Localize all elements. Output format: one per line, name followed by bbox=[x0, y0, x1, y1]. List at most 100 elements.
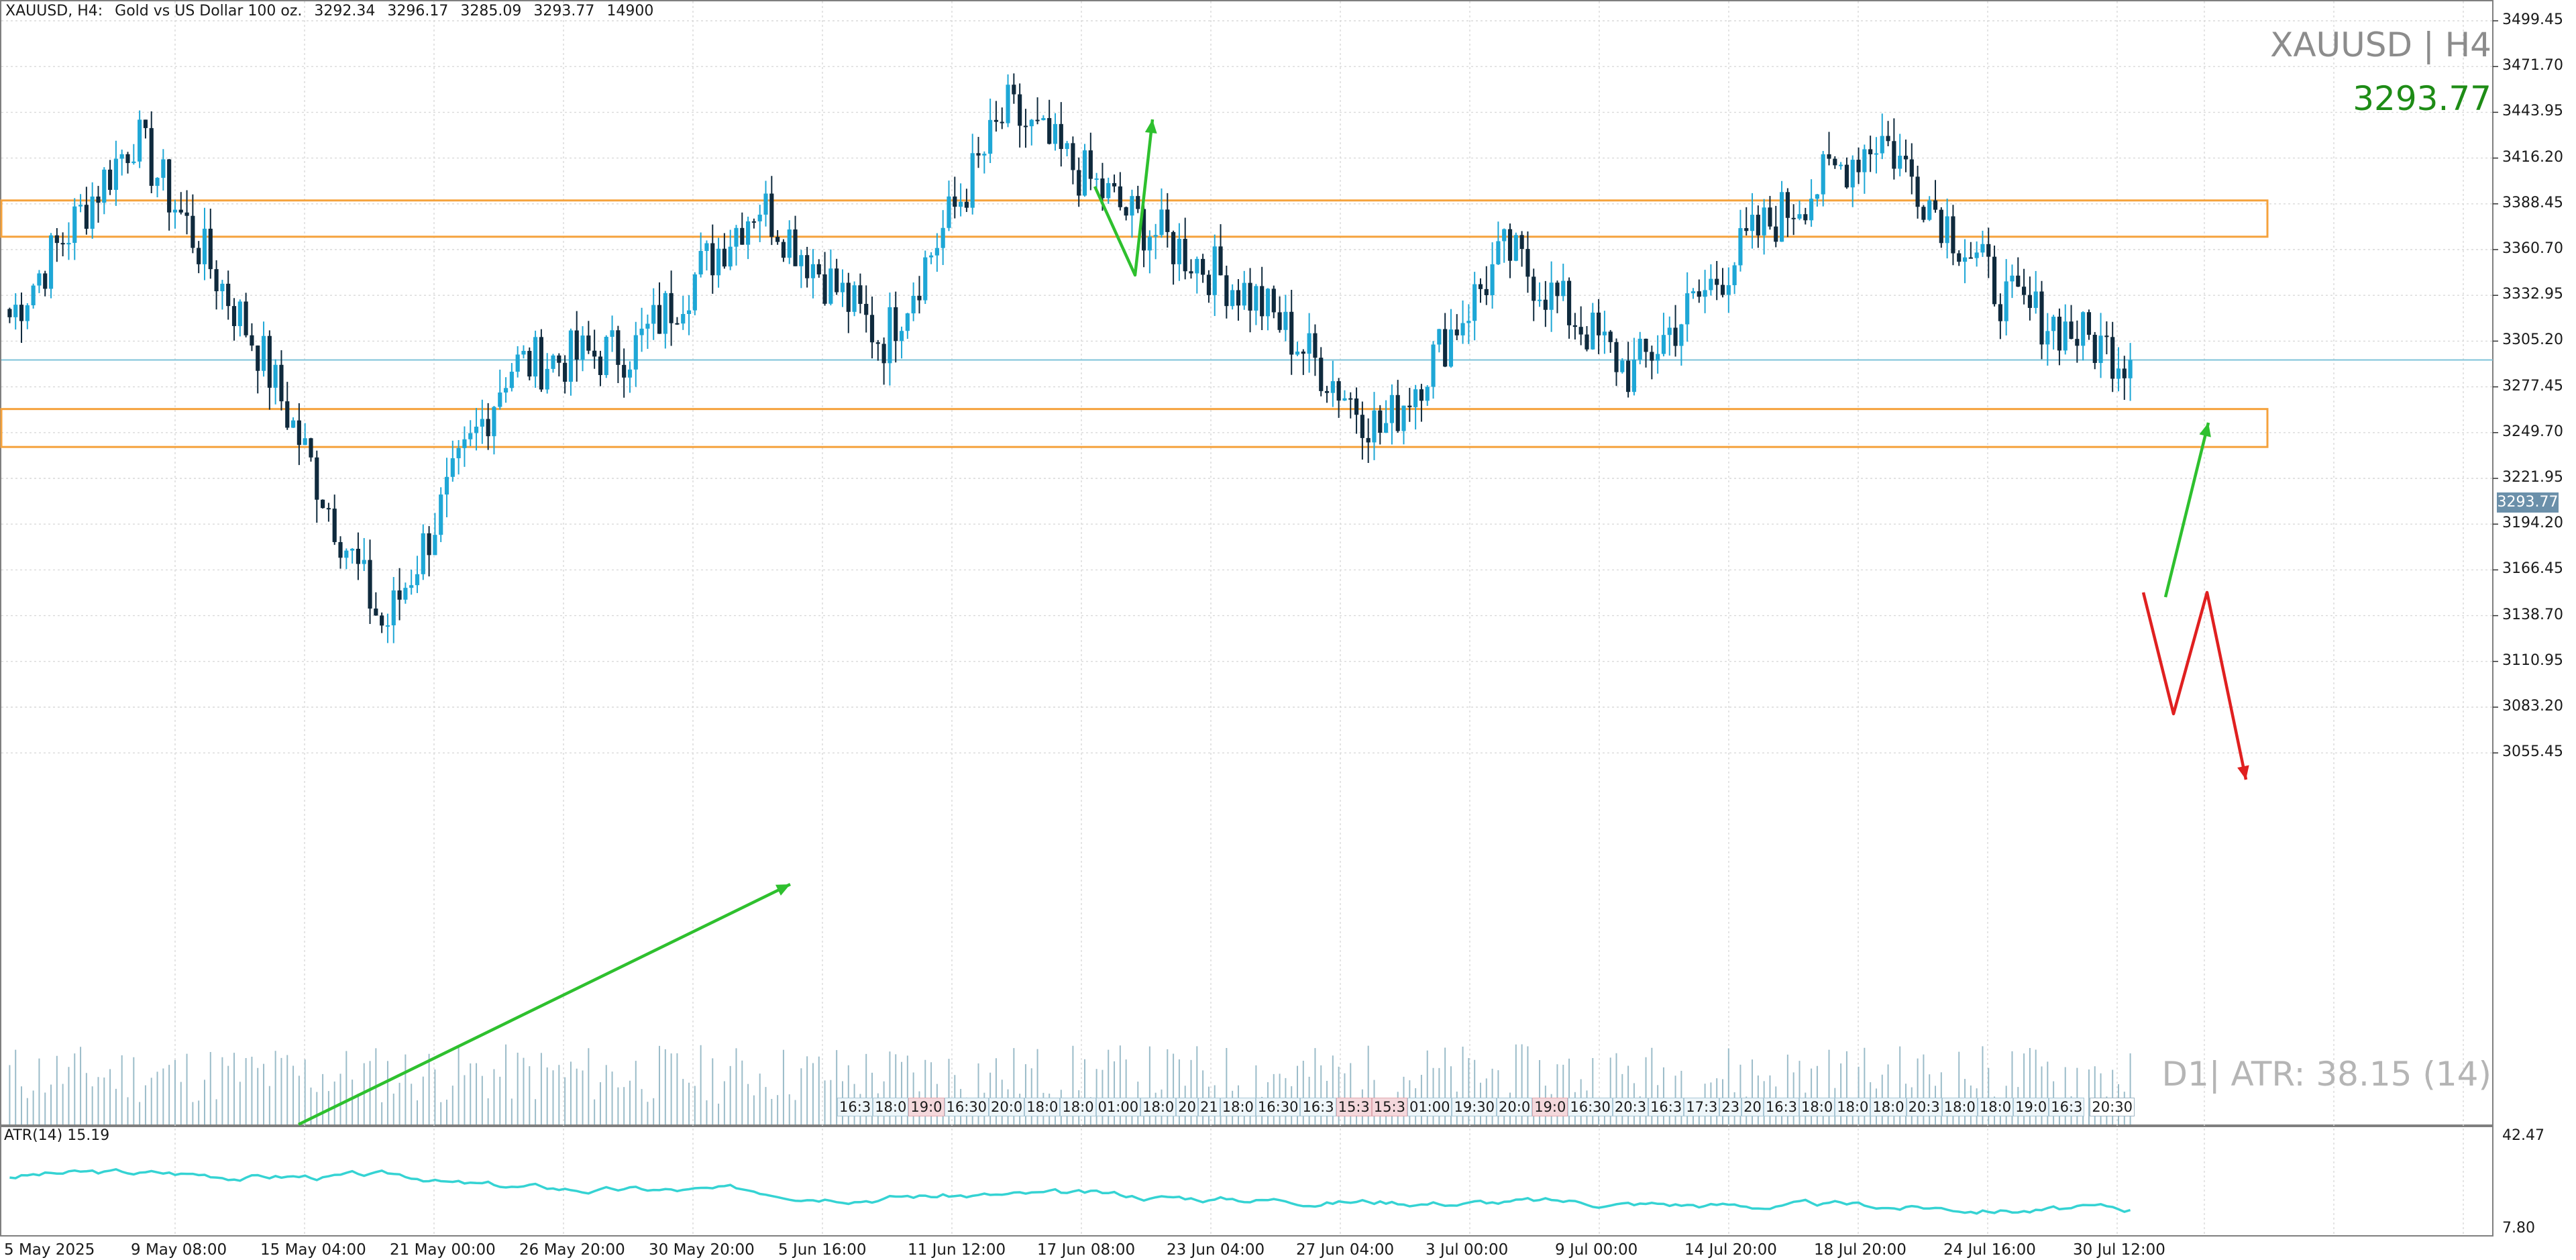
candle-body bbox=[757, 214, 762, 221]
candle-body bbox=[1750, 215, 1755, 231]
candle-body bbox=[2116, 368, 2121, 379]
time-strip-item: 18:0 bbox=[1024, 1098, 1061, 1116]
candle-body bbox=[1443, 329, 1448, 367]
candle-body bbox=[1372, 410, 1377, 443]
candle-body bbox=[244, 301, 248, 335]
candle-body bbox=[515, 354, 520, 372]
candle-body bbox=[2057, 317, 2062, 351]
candle-body bbox=[290, 420, 296, 428]
candle-body bbox=[976, 153, 981, 156]
candle-body bbox=[586, 335, 591, 351]
candle-body bbox=[669, 293, 674, 323]
price-tick-label: 3055.45 bbox=[2502, 743, 2563, 761]
candle-body bbox=[1324, 390, 1330, 393]
candle-body bbox=[2051, 317, 2056, 331]
candle-body bbox=[1006, 85, 1010, 123]
time-strip-item: 20 bbox=[1176, 1098, 1198, 1116]
candle-body bbox=[509, 372, 514, 388]
time-tick-label: 3 Jul 00:00 bbox=[1426, 1241, 1509, 1259]
candle-body bbox=[468, 433, 473, 439]
candle-body bbox=[1614, 342, 1619, 372]
last-price-overlay: 3293.77 bbox=[2353, 79, 2491, 118]
header-open: 3292.34 bbox=[314, 3, 376, 19]
candle-body bbox=[675, 323, 680, 325]
candle-body bbox=[1177, 238, 1181, 264]
candle-body bbox=[869, 315, 875, 343]
candle-body bbox=[25, 305, 30, 321]
price-tick-label: 3416.20 bbox=[2502, 148, 2563, 166]
candle-body bbox=[125, 154, 130, 164]
time-strip: 16:3 18:0 19:0 16:30 20:0 18:0 18:0 01:00 18:0 20… bbox=[837, 1098, 2135, 1116]
candle-body bbox=[19, 305, 24, 321]
candle-body bbox=[1260, 286, 1265, 317]
candle-body bbox=[1295, 352, 1300, 355]
candle-body bbox=[1744, 228, 1749, 231]
candle-body bbox=[96, 196, 101, 203]
time-strip-item: 20:30 bbox=[2090, 1098, 2135, 1116]
candle-body bbox=[1460, 323, 1465, 335]
candle-body bbox=[362, 560, 366, 564]
time-tick-label: 15 May 04:00 bbox=[260, 1241, 366, 1259]
candle-body bbox=[858, 285, 863, 304]
candle-body bbox=[208, 228, 213, 270]
candle-body bbox=[2128, 360, 2133, 378]
candle-body bbox=[616, 330, 621, 365]
candle-body bbox=[1980, 244, 1985, 253]
candle-body bbox=[1348, 398, 1353, 400]
price-tick-label: 3249.70 bbox=[2502, 423, 2563, 440]
candle-body bbox=[143, 119, 148, 128]
candle-body bbox=[551, 355, 555, 369]
candle-body bbox=[1638, 338, 1642, 360]
time-strip-item: 20:0 bbox=[1497, 1098, 1533, 1116]
candle-body bbox=[191, 215, 195, 248]
candle-body bbox=[1431, 344, 1436, 387]
candle-body bbox=[1413, 389, 1418, 407]
candle-body bbox=[474, 426, 479, 433]
candle-body bbox=[627, 369, 633, 378]
candle-body bbox=[380, 615, 384, 626]
candle-body bbox=[1018, 94, 1022, 126]
candle-body bbox=[1029, 119, 1034, 127]
time-tick-label: 9 Jul 00:00 bbox=[1555, 1241, 1638, 1259]
price-tick-label: 3471.70 bbox=[2502, 57, 2563, 74]
candle-body bbox=[78, 205, 83, 207]
green-arrow-up bbox=[2163, 422, 2210, 598]
candle-body bbox=[769, 193, 774, 238]
candle-body bbox=[1230, 290, 1235, 307]
time-strip-item: 16:3 bbox=[1763, 1098, 1800, 1116]
candle-body bbox=[1254, 286, 1258, 311]
time-strip-item: 19:30 bbox=[1452, 1098, 1497, 1116]
candle-body bbox=[439, 494, 443, 535]
candle-body bbox=[610, 330, 614, 337]
candle-body bbox=[2086, 312, 2092, 335]
candle-body bbox=[338, 541, 343, 558]
price-tick-label: 3388.45 bbox=[2502, 194, 2563, 211]
main-panel-border bbox=[0, 0, 2493, 1126]
candle-body bbox=[1532, 276, 1536, 301]
price-tick-label: 3443.95 bbox=[2502, 103, 2563, 120]
candle-body bbox=[2069, 321, 2074, 339]
candle-body bbox=[102, 169, 107, 203]
candle-body bbox=[1448, 329, 1454, 367]
candle-body bbox=[1974, 252, 1979, 258]
candle-body bbox=[982, 154, 987, 156]
candle-body bbox=[1147, 236, 1152, 251]
candle-body bbox=[692, 274, 697, 311]
candle-body bbox=[2104, 335, 2109, 337]
time-strip-item: 01:00 bbox=[1407, 1098, 1452, 1116]
candle-body bbox=[1389, 395, 1394, 423]
time-strip-item: 16:3 bbox=[2049, 1098, 2085, 1116]
candle-body bbox=[1319, 358, 1324, 391]
candle-body bbox=[1909, 159, 1914, 177]
candle-body bbox=[1242, 282, 1246, 306]
candle-body bbox=[1189, 271, 1193, 274]
candle-body bbox=[332, 509, 337, 542]
candle-body bbox=[1561, 280, 1566, 297]
candle-body bbox=[1041, 117, 1046, 121]
candle-body bbox=[2098, 335, 2103, 363]
header-close: 3293.77 bbox=[533, 3, 595, 19]
candle-body bbox=[1656, 354, 1660, 361]
candle-body bbox=[427, 533, 431, 556]
candle-body bbox=[220, 283, 225, 292]
